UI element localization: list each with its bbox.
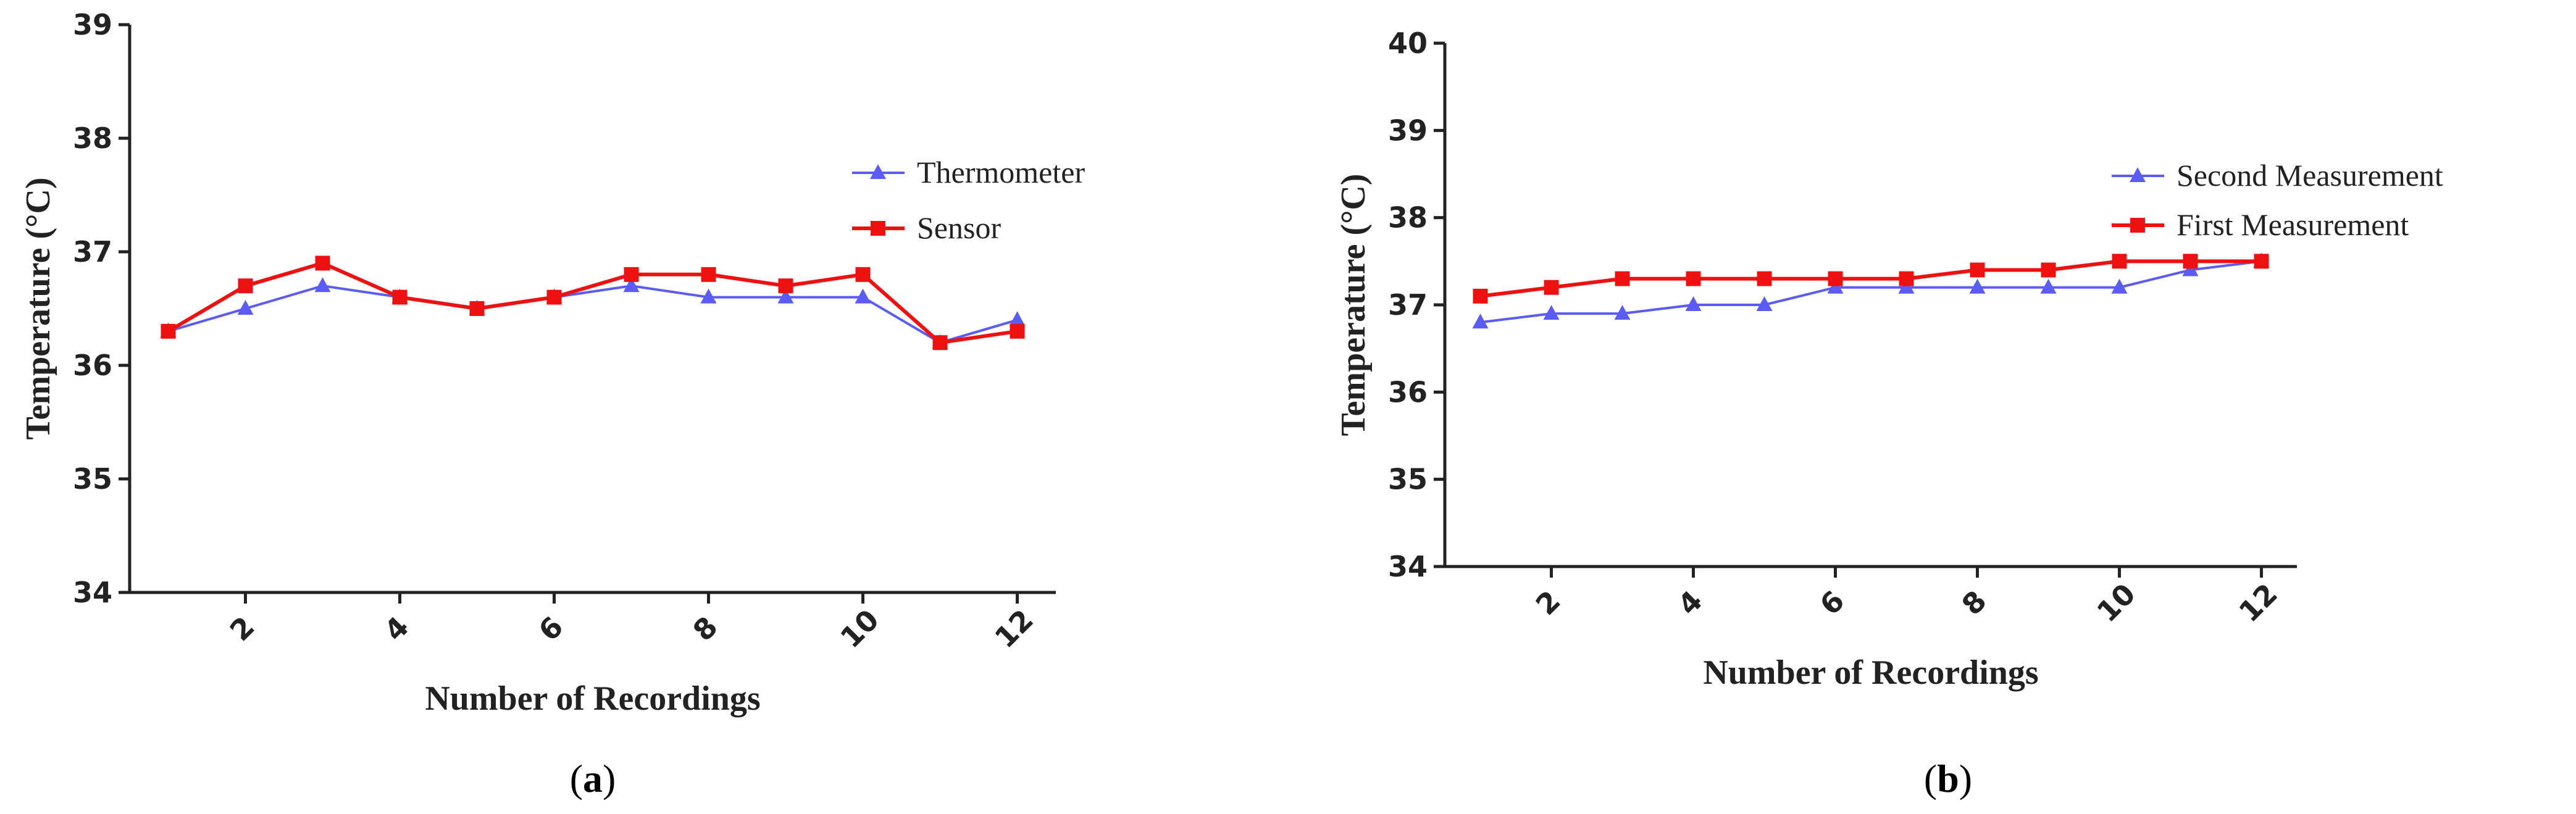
chart-b-y-axis-title: Temperature (°C) bbox=[1334, 173, 1373, 436]
chart-a-x-tick-label: 6 bbox=[532, 610, 570, 647]
chart-b-series-second-measurement-point bbox=[1685, 296, 1702, 311]
chart-b-x-tick-label: 4 bbox=[1671, 584, 1709, 621]
chart-a-caption: (a) bbox=[570, 757, 616, 800]
chart-a-legend-marker bbox=[870, 164, 886, 179]
chart-a-caption-letter: a bbox=[583, 757, 603, 800]
chart-a-series-sensor-point bbox=[161, 323, 176, 339]
chart-b-series-second-measurement-point bbox=[1614, 305, 1631, 320]
chart-b-caption: (b) bbox=[1924, 757, 1972, 800]
chart-a-series-sensor-point bbox=[624, 267, 639, 282]
chart-a-series-sensor-point bbox=[238, 278, 253, 294]
chart-a-x-tick-label: 8 bbox=[687, 610, 724, 647]
chart-a-series-sensor-point bbox=[1010, 323, 1025, 339]
chart-b-series-second-measurement-point bbox=[2182, 261, 2199, 276]
chart-a-series-thermometer-point bbox=[623, 277, 640, 293]
chart-a-y-axis-title: Temperature (°C) bbox=[19, 177, 57, 439]
chart-b: 34 35 36 37 38 39 40 2 4 6 8 10 12 Number of Recordin… bbox=[1334, 27, 2443, 800]
chart-b-y-tick-label: 38 bbox=[1388, 201, 1428, 235]
chart-a-series-thermometer-point bbox=[855, 288, 871, 304]
chart-a-x-tick-label: 4 bbox=[378, 610, 416, 647]
chart-a-y-tick-label: 34 bbox=[73, 576, 112, 609]
chart-b-series-first-measurement-point bbox=[1899, 271, 1914, 286]
chart-a-x-tick-label: 12 bbox=[988, 603, 1039, 654]
chart-b-y-tick-label: 35 bbox=[1388, 463, 1428, 496]
chart-a-series-thermometer-point bbox=[1009, 311, 1026, 326]
chart-a-x-tick-label: 2 bbox=[224, 610, 261, 647]
chart-b-series-first-measurement-point bbox=[2183, 254, 2198, 269]
chart-a-series-sensor-point bbox=[392, 289, 408, 305]
chart-b-y-tick-label: 36 bbox=[1388, 375, 1428, 409]
chart-b-y-tick-label: 40 bbox=[1388, 27, 1428, 60]
chart-b-x-tick-label: 10 bbox=[2090, 577, 2141, 628]
chart-b-series-first-measurement-point bbox=[1757, 271, 1772, 286]
chart-b-series-second-measurement-line bbox=[1480, 260, 2262, 324]
chart-b-series-second-measurement-point bbox=[1898, 278, 1915, 294]
chart-a-x-axis-title: Number of Recordings bbox=[425, 679, 760, 718]
chart-a-series-sensor-point bbox=[546, 289, 562, 305]
chart-b-legend-marker bbox=[2130, 218, 2145, 233]
chart-a-x-tick-label: 10 bbox=[834, 603, 885, 654]
chart-b-y-tick-label: 34 bbox=[1388, 550, 1428, 583]
chart-a-series-thermometer-point bbox=[237, 300, 254, 315]
chart-b-series-first-measurement-point bbox=[1473, 288, 1488, 304]
chart-a-y-tick-label: 39 bbox=[73, 8, 112, 41]
chart-a-y-tick-label: 35 bbox=[73, 462, 112, 496]
chart-a-legend-label: Thermometer bbox=[917, 155, 1085, 189]
chart-a-series-thermometer-point bbox=[314, 277, 331, 293]
chart-a-y-tick-label: 36 bbox=[73, 349, 112, 382]
chart-b-series-first-measurement-point bbox=[1544, 280, 1559, 295]
chart-a-series-sensor-point bbox=[855, 267, 871, 282]
chart-b-series-first-measurement-point bbox=[1828, 271, 1843, 286]
chart-b-series-first-measurement-point bbox=[2041, 262, 2056, 278]
chart-a-series-sensor-point bbox=[932, 335, 948, 351]
chart-b-caption-letter: b bbox=[1937, 757, 1959, 800]
chart-a-series-thermometer-line bbox=[167, 284, 1018, 344]
chart-b-legend-marker bbox=[2130, 167, 2146, 182]
chart-b-x-tick-label: 8 bbox=[1955, 584, 1993, 621]
chart-b-series-first-measurement-point bbox=[1970, 262, 1985, 278]
chart-b-series-second-measurement-point bbox=[2111, 278, 2128, 294]
chart-a-series-sensor-point bbox=[469, 301, 485, 316]
chart-b-series-second-measurement-point bbox=[1472, 314, 1489, 329]
chart-b-series-first-measurement-point bbox=[2112, 254, 2127, 269]
chart-b-series-first-measurement-line bbox=[1480, 259, 2262, 298]
chart-b-legend-label: Second Measurement bbox=[2177, 158, 2443, 193]
chart-b-series-first-measurement-point bbox=[2254, 254, 2269, 269]
chart-a-series-sensor-point bbox=[778, 278, 793, 294]
chart-b-series-second-measurement-point bbox=[1756, 296, 1773, 311]
chart-a-legend-label: Sensor bbox=[917, 210, 1001, 245]
chart-a-series-thermometer-point bbox=[777, 288, 794, 304]
chart-b-x-tick-label: 2 bbox=[1529, 584, 1567, 621]
chart-b-legend-label: First Measurement bbox=[2177, 207, 2409, 242]
chart-b-series-second-measurement-point bbox=[1543, 305, 1560, 320]
chart-b-series-first-measurement-point bbox=[1615, 271, 1630, 286]
chart-b-x-tick-label: 12 bbox=[2232, 577, 2283, 628]
chart-b-series-second-measurement-point bbox=[1969, 278, 1986, 294]
chart-a-y-tick-label: 38 bbox=[73, 122, 112, 155]
chart-a-series-sensor-point bbox=[701, 267, 716, 282]
chart-a: 34 35 36 37 38 39 2 4 6 8 10 12 Number of Recordings… bbox=[19, 8, 1085, 800]
chart-b-series-first-measurement-point bbox=[1686, 271, 1701, 286]
chart-b-y-tick-label: 37 bbox=[1388, 288, 1428, 322]
chart-a-legend-marker bbox=[871, 221, 885, 236]
chart-a-y-tick-label: 37 bbox=[73, 235, 112, 268]
chart-a-series-thermometer-point bbox=[700, 288, 717, 304]
chart-b-x-tick-label: 6 bbox=[1813, 584, 1851, 621]
chart-b-series-second-measurement-point bbox=[2040, 278, 2057, 294]
chart-b-x-axis-title: Number of Recordings bbox=[1703, 654, 2038, 692]
chart-b-series-second-measurement-point bbox=[1827, 278, 1844, 294]
chart-b-y-tick-label: 39 bbox=[1388, 114, 1428, 147]
chart-a-series-sensor-line bbox=[167, 261, 1018, 345]
chart-a-series-sensor-point bbox=[315, 255, 330, 271]
